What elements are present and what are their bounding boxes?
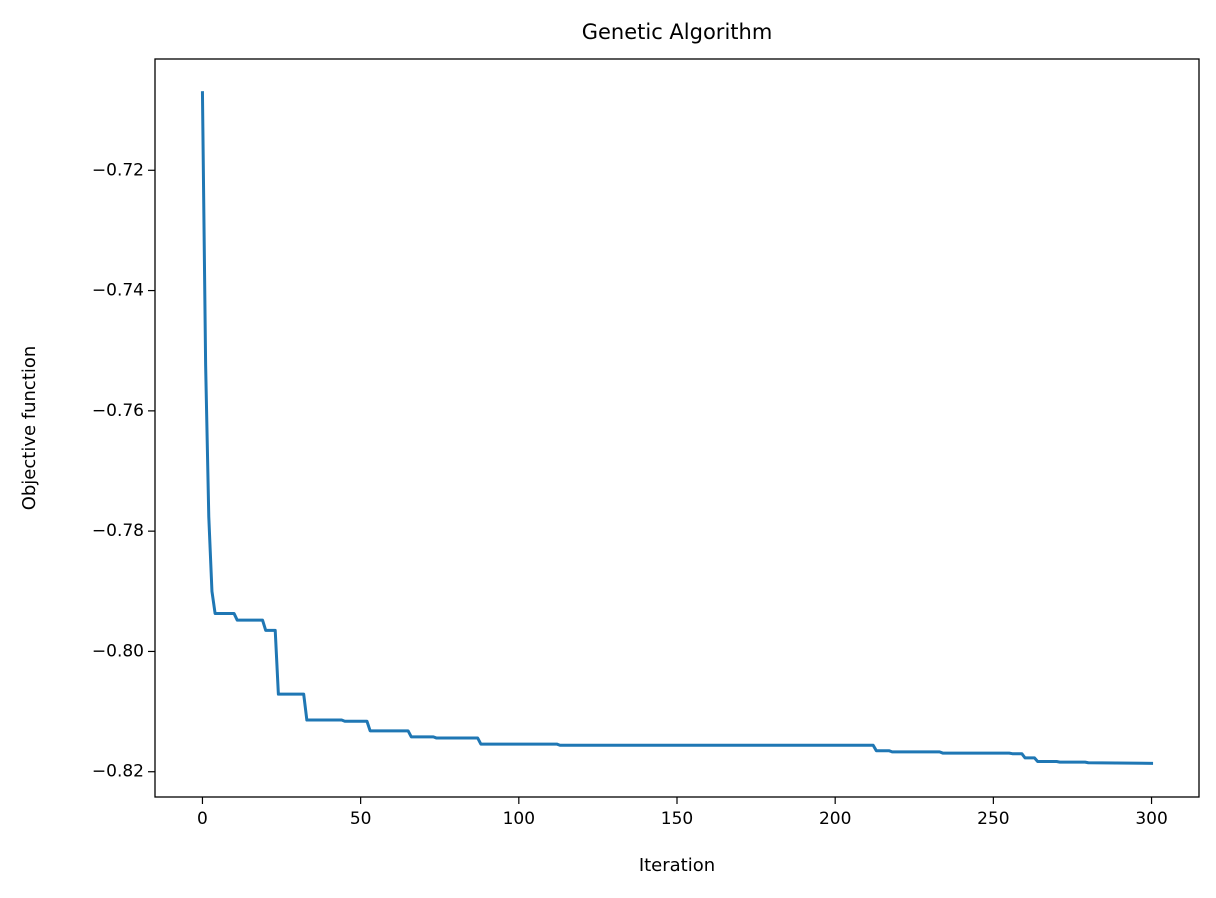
y-tick-label: −0.72 [92, 160, 144, 180]
y-tick-label: −0.80 [92, 641, 144, 661]
x-tick-label: 200 [819, 809, 851, 829]
x-tick-label: 250 [977, 809, 1009, 829]
y-tick-label: −0.74 [92, 281, 144, 301]
x-tick-label: 150 [661, 809, 693, 829]
x-tick-label: 100 [503, 809, 535, 829]
plot-frame [154, 58, 1200, 798]
x-axis-label: Iteration [639, 855, 715, 876]
data-line [200, 91, 1154, 765]
y-tick-label: −0.76 [92, 401, 144, 421]
y-tick-label: −0.78 [92, 521, 144, 541]
y-tick-label: −0.82 [92, 762, 144, 782]
chart-title: Genetic Algorithm [582, 20, 773, 44]
x-tick-label: 50 [350, 809, 372, 829]
y-axis-label: Objective function [19, 346, 40, 511]
x-tick-label: 300 [1135, 809, 1167, 829]
x-tick-label: 0 [197, 809, 208, 829]
